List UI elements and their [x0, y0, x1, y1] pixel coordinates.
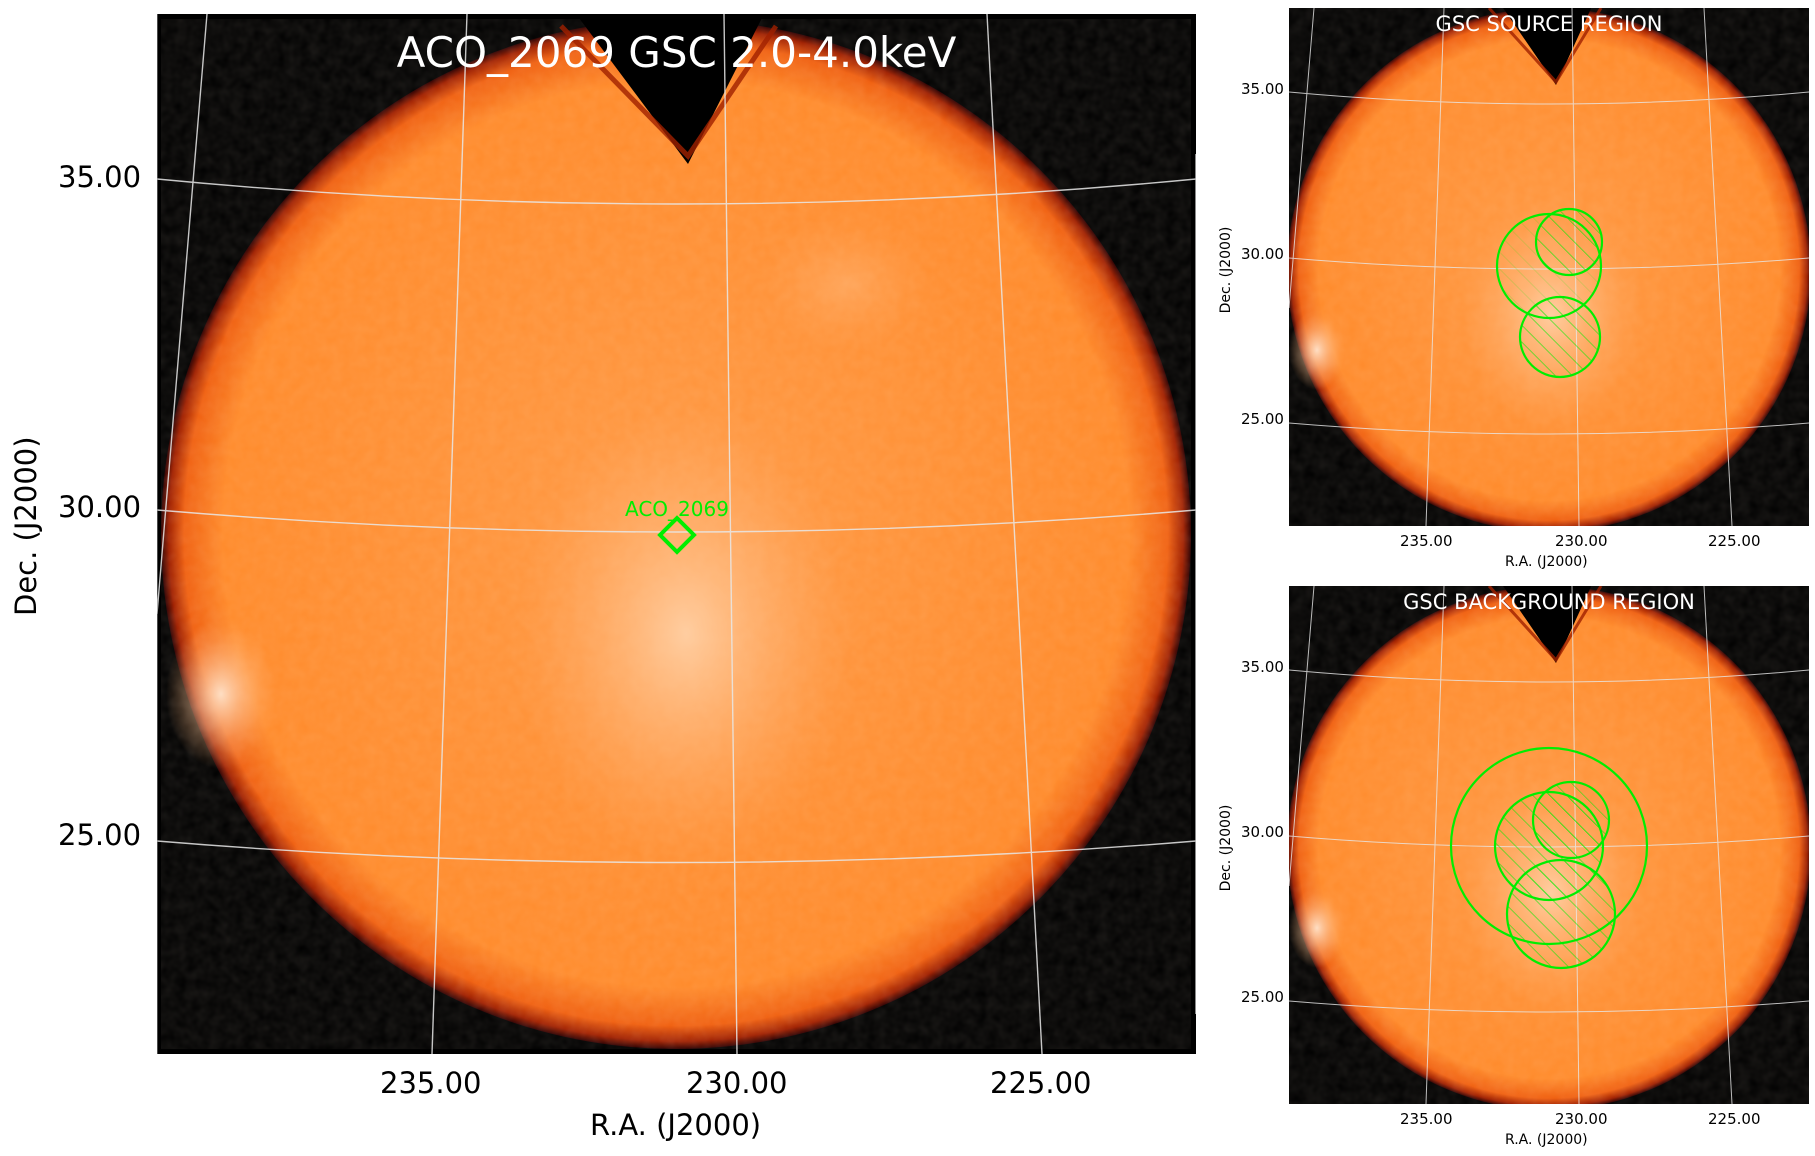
source-panel-title: GSC SOURCE REGION — [1435, 12, 1663, 36]
main-image-panel: ACO_2069 GSC 2.0-4.0keV ACO_2069 — [157, 14, 1196, 1054]
src-ylabel: Dec. (J2000) — [1218, 226, 1234, 314]
source-region-circle-lower — [1518, 295, 1602, 379]
source-region-circle-upper — [1534, 207, 1604, 277]
aco2069-marker — [657, 515, 697, 555]
detector-notch — [536, 14, 816, 164]
main-xtick-235: 235.00 — [380, 1066, 482, 1100]
source-region-image — [1289, 8, 1809, 526]
main-ytick-35: 35.00 — [58, 160, 142, 194]
bkg-ytick-35: 35.00 — [1241, 658, 1284, 676]
background-region-panel: GSC BACKGROUND REGION — [1289, 586, 1809, 1104]
main-ytick-30: 30.00 — [58, 490, 142, 524]
src-ytick-25: 25.00 — [1241, 410, 1284, 428]
edge-bright-source — [166, 619, 276, 769]
main-xtick-230: 230.00 — [686, 1066, 788, 1100]
src-xtick-225: 225.00 — [1708, 532, 1761, 550]
source-label: ACO_2069 — [625, 497, 729, 521]
bkg-ylabel: Dec. (J2000) — [1218, 804, 1234, 892]
source-region-panel: GSC SOURCE REGION — [1289, 8, 1809, 526]
src-xlabel: R.A. (J2000) — [1505, 554, 1588, 570]
src-xtick-235: 235.00 — [1400, 532, 1453, 550]
src-ytick-30: 30.00 — [1241, 245, 1284, 263]
main-xtick-225: 225.00 — [990, 1066, 1092, 1100]
background-panel-title: GSC BACKGROUND REGION — [1403, 590, 1695, 614]
src-xtick-230: 230.00 — [1555, 532, 1608, 550]
xray-sky-image — [157, 14, 1196, 1054]
background-region-image — [1289, 586, 1809, 1104]
cluster-emission — [516, 404, 856, 864]
main-xlabel: R.A. (J2000) — [590, 1108, 762, 1142]
bkg-xtick-230: 230.00 — [1555, 1110, 1608, 1128]
background-region-circle-upper — [1531, 780, 1611, 860]
bkg-xtick-235: 235.00 — [1400, 1110, 1453, 1128]
main-ylabel: Dec. (J2000) — [9, 436, 43, 616]
bkg-ytick-25: 25.00 — [1241, 988, 1284, 1006]
bkg-xlabel: R.A. (J2000) — [1505, 1132, 1588, 1148]
coordinate-grid — [157, 14, 1196, 1054]
bkg-ytick-30: 30.00 — [1241, 823, 1284, 841]
background-region-circle-lower — [1505, 858, 1617, 970]
main-title: ACO_2069 GSC 2.0-4.0keV — [396, 28, 957, 77]
main-ytick-25: 25.00 — [58, 818, 142, 852]
src-ytick-35: 35.00 — [1241, 80, 1284, 98]
bkg-xtick-225: 225.00 — [1708, 1110, 1761, 1128]
